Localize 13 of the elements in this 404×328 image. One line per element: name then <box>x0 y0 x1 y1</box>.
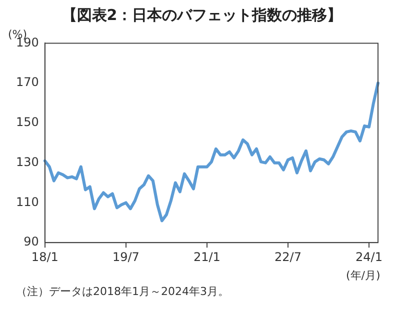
y-tick-label: 170 <box>16 75 39 90</box>
x-tick-label: 19/7 <box>112 250 140 264</box>
y-tick-label: 90 <box>24 234 39 249</box>
chart-title: 【図表2：日本のバフェット指数の推移】 <box>60 6 344 25</box>
y-tick-label: 110 <box>16 194 39 209</box>
x-tick-label: 22/7 <box>274 250 302 264</box>
x-tick-label: 21/1 <box>193 250 220 264</box>
x-tick-label: 24/1 <box>356 250 382 264</box>
y-tick-label: 130 <box>16 154 39 169</box>
x-tick-label: 18/1 <box>31 250 58 264</box>
x-axis-title: (年/月) <box>346 268 380 283</box>
y-tick-label: 150 <box>16 115 39 130</box>
text: （注）データは2018年1月～2024年3月。 <box>16 284 229 299</box>
